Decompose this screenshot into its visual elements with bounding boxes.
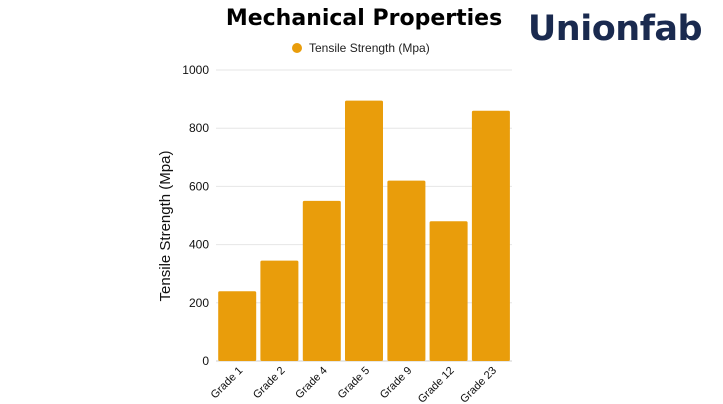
bar-grade-23 bbox=[471, 110, 510, 361]
y-tick-label: 1000 bbox=[182, 63, 209, 77]
x-tick-label: Grade 9 bbox=[378, 365, 415, 402]
bar-grade-4 bbox=[302, 200, 341, 361]
y-axis-label: Tensile Strength (Mpa) bbox=[157, 151, 174, 302]
y-tick-label: 0 bbox=[202, 354, 209, 368]
bar-grade-2 bbox=[260, 260, 299, 361]
y-tick-label: 400 bbox=[189, 238, 209, 252]
bar-grade-5 bbox=[345, 100, 383, 361]
bars bbox=[218, 100, 510, 361]
bar-grade-9 bbox=[387, 180, 426, 361]
x-tick-label: Grade 4 bbox=[293, 365, 330, 402]
y-tick-label: 800 bbox=[189, 121, 209, 135]
legend: Tensile Strength (Mpa) bbox=[292, 41, 430, 55]
bar-grade-12 bbox=[429, 221, 468, 361]
x-tick-label: Grade 23 bbox=[458, 365, 499, 404]
x-tick-label: Grade 2 bbox=[251, 365, 288, 402]
x-axis-ticks: Grade 1 Grade 2 Grade 4 Grade 5 Grade 9 Grade… bbox=[209, 365, 499, 404]
x-tick-label: Grade 5 bbox=[336, 365, 373, 402]
unionfab-logo: Unionfab bbox=[528, 9, 702, 49]
bar-grade-1 bbox=[218, 291, 257, 361]
y-tick-label: 600 bbox=[189, 179, 209, 193]
y-axis-ticks: 0 200 400 600 800 1000 bbox=[182, 63, 209, 368]
legend-swatch bbox=[292, 43, 302, 53]
y-tick-label: 200 bbox=[189, 296, 209, 310]
x-tick-label: Grade 12 bbox=[416, 365, 457, 404]
legend-label: Tensile Strength (Mpa) bbox=[309, 41, 430, 55]
x-tick-label: Grade 1 bbox=[209, 365, 246, 402]
chart-title: Mechanical Properties bbox=[226, 6, 502, 31]
